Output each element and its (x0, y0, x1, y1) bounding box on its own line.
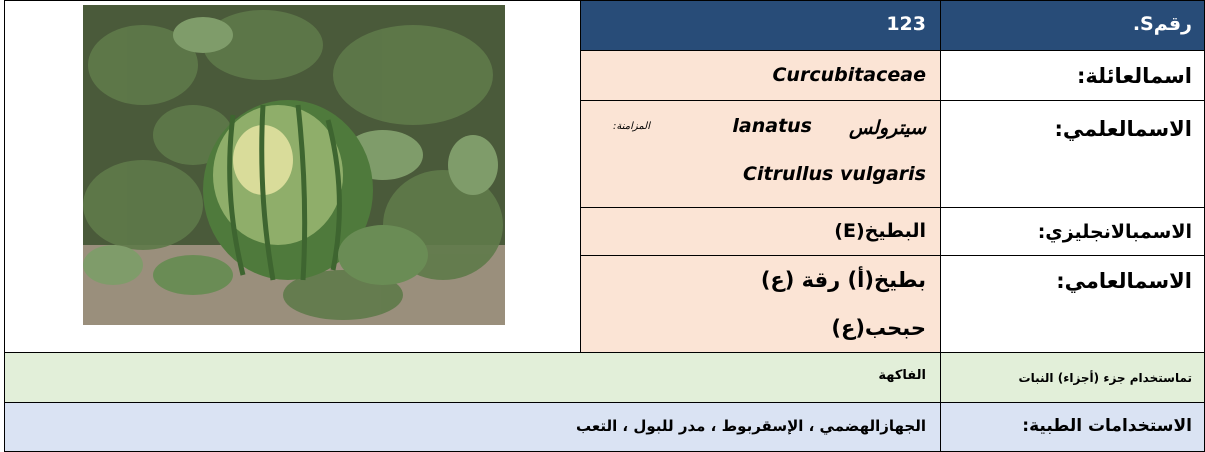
parts-value: الفاكهة (878, 368, 926, 383)
parts-label-cell: تماستخدام جزء (أجزاء) النبات (940, 352, 1205, 403)
uses-label: الاستخدامات الطبية: (1022, 416, 1192, 436)
common-label: الاسمالعامي: (1056, 269, 1192, 293)
english-cell: البطيخ(E) (580, 207, 941, 256)
parts-cell: الفاكهة (4, 352, 941, 403)
scientific-label-cell: الاسمالعلمي: (940, 100, 1205, 208)
number-cell: 123 (580, 0, 941, 51)
record-number: 123 (886, 13, 926, 35)
uses-cell: الجهازالهضمي ، الإسقربوط ، مدر للبول ، ا… (4, 402, 941, 452)
synonym: Citrullus vulgaris (743, 163, 926, 185)
family-label-cell: اسمالعائلة: (940, 50, 1205, 101)
english-label: الاسمبالانجليزي: (1037, 221, 1192, 243)
scientific-cell: سيترولس lanatus المزامنة: Citrullus vulg… (580, 100, 941, 208)
scientific-label: الاسمالعلمي: (1054, 117, 1192, 141)
record-number-label: رقمS. (1132, 13, 1192, 35)
synonym-label: المزامنة: (612, 121, 650, 132)
uses-value: الجهازالهضمي ، الإسقربوط ، مدر للبول ، ا… (575, 417, 926, 435)
scientific-latin: lanatus (732, 115, 812, 137)
common-cell: بطيخ(أ) رقة (ع) حبحب(ع) (580, 255, 941, 353)
family-label: اسمالعائلة: (1076, 64, 1192, 88)
family-value: Curcubitaceae (772, 64, 926, 86)
parts-label: تماستخدام جزء (أجزاء) النبات (1018, 371, 1192, 385)
scientific-arabic: سيترولس (848, 117, 926, 139)
common-value: بطيخ(أ) رقة (ع) (760, 268, 926, 292)
uses-label-cell: الاستخدامات الطبية: (940, 402, 1205, 452)
english-label-cell: الاسمبالانجليزي: (940, 207, 1205, 256)
family-cell: Curcubitaceae (580, 50, 941, 101)
number-label-cell: رقمS. (940, 0, 1205, 51)
english-value: البطيخ(E) (834, 220, 926, 242)
image-cell (4, 0, 581, 353)
common-label-cell: الاسمالعامي: (940, 255, 1205, 353)
watermelon-photo (83, 5, 505, 325)
common-value: حبحب(ع) (831, 316, 926, 340)
